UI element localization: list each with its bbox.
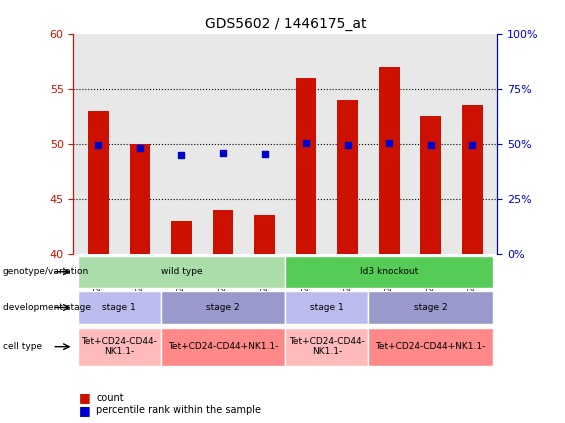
Bar [462, 105, 483, 254]
Text: wild type: wild type [160, 267, 202, 276]
Point [219, 149, 228, 156]
Point [385, 139, 394, 146]
Bar [160, 291, 285, 324]
Bar [254, 215, 275, 254]
Point [468, 142, 477, 148]
Bar [212, 210, 233, 254]
Bar [379, 67, 399, 254]
Bar [285, 255, 493, 288]
Text: stage 1: stage 1 [102, 303, 136, 312]
Bar [420, 116, 441, 254]
Text: stage 2: stage 2 [206, 303, 240, 312]
Text: percentile rank within the sample: percentile rank within the sample [96, 405, 261, 415]
Bar [285, 327, 368, 366]
Text: Id3 knockout: Id3 knockout [360, 267, 418, 276]
Bar [337, 100, 358, 254]
Bar [295, 78, 316, 254]
Text: Tet+CD24-CD44-
NK1.1-: Tet+CD24-CD44- NK1.1- [81, 337, 157, 357]
Text: development stage: development stage [3, 303, 91, 312]
Point [302, 139, 311, 146]
Text: cell type: cell type [3, 342, 42, 351]
Point [94, 142, 103, 148]
Bar [368, 291, 493, 324]
Bar [77, 291, 160, 324]
Bar [88, 111, 108, 254]
Point [426, 142, 435, 148]
Bar [171, 221, 192, 254]
Text: genotype/variation: genotype/variation [3, 267, 89, 276]
Bar [77, 255, 285, 288]
Text: Tet+CD24-CD44-
NK1.1-: Tet+CD24-CD44- NK1.1- [289, 337, 365, 357]
Text: Tet+CD24-CD44+NK1.1-: Tet+CD24-CD44+NK1.1- [168, 342, 278, 351]
Point [177, 151, 186, 158]
Text: stage 2: stage 2 [414, 303, 447, 312]
Point [136, 145, 145, 151]
Bar [368, 327, 493, 366]
Bar [285, 291, 368, 324]
Point [343, 142, 352, 148]
Text: ■: ■ [79, 391, 91, 404]
Point [260, 150, 269, 157]
Bar [129, 144, 150, 254]
Bar [77, 327, 160, 366]
Text: Tet+CD24-CD44+NK1.1-: Tet+CD24-CD44+NK1.1- [376, 342, 486, 351]
Text: stage 1: stage 1 [310, 303, 344, 312]
Title: GDS5602 / 1446175_at: GDS5602 / 1446175_at [205, 17, 366, 31]
Text: count: count [96, 393, 124, 403]
Bar [160, 327, 285, 366]
Text: ■: ■ [79, 404, 91, 417]
